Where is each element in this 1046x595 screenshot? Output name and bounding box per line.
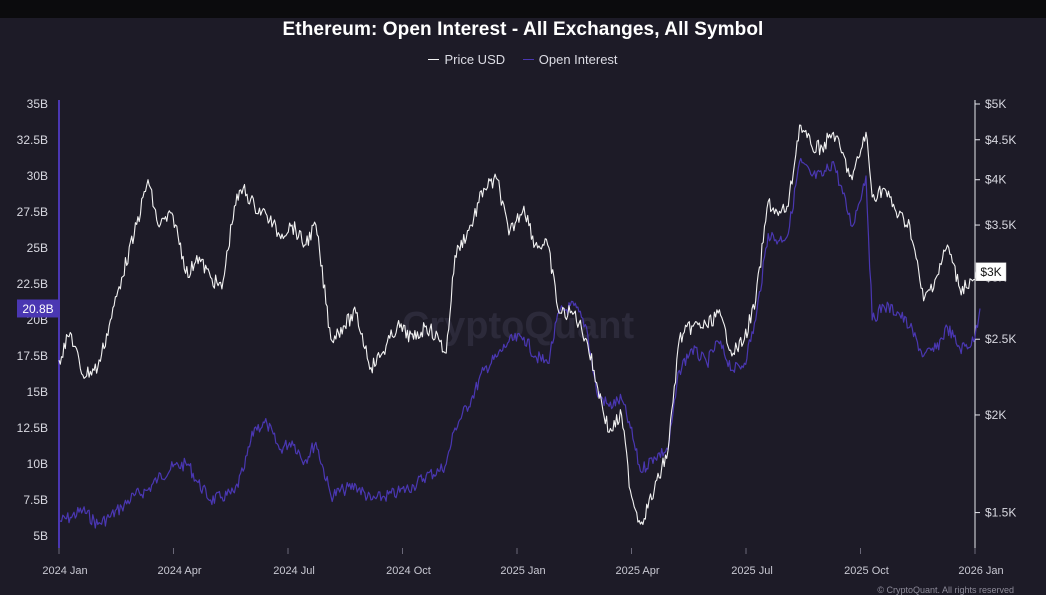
- left-axis-tick-label: 17.5B: [17, 349, 48, 363]
- right-axis-tick-label: $4K: [985, 173, 1006, 187]
- x-axis-tick-label: 2025 Jul: [731, 565, 773, 577]
- left-axis-tick-label: 12.5B: [17, 421, 48, 435]
- series-line-open-interest: [58, 157, 981, 529]
- right-axis-tick-label: $2K: [985, 408, 1006, 422]
- legend-item-open-interest[interactable]: Open Interest: [522, 52, 618, 67]
- left-axis-tick-label: 5B: [33, 529, 48, 543]
- price-current-label: $3K: [980, 265, 1001, 279]
- legend-item-price[interactable]: Price USD: [428, 52, 505, 67]
- right-axis-tick-label: $1.5K: [985, 506, 1016, 520]
- open-interest-current-label: 20.8B: [22, 302, 53, 316]
- left-axis-tick-label: 27.5B: [17, 205, 48, 219]
- series-line-price: [58, 124, 981, 526]
- x-axis-tick-label: 2025 Jan: [500, 565, 545, 577]
- chart-legend: Price USD Open Interest: [0, 52, 1046, 67]
- watermark: CryptoQuant: [402, 305, 635, 347]
- copyright-footer: © CryptoQuant. All rights reserved: [877, 585, 1014, 595]
- left-axis-tick-label: 30B: [27, 169, 48, 183]
- left-axis-tick-label: 32.5B: [17, 133, 48, 147]
- left-axis-tick-label: 7.5B: [23, 493, 48, 507]
- x-axis-tick-label: 2024 Jan: [42, 565, 87, 577]
- left-axis-tick-label: 15B: [27, 385, 48, 399]
- right-axis-tick-label: $5K: [985, 97, 1006, 111]
- x-axis-tick-label: 2025 Oct: [844, 565, 889, 577]
- open-interest-current-marker: [17, 299, 59, 318]
- x-axis-tick-label: 2024 Oct: [386, 565, 431, 577]
- x-axis-tick-label: 2025 Apr: [615, 565, 659, 577]
- x-axis-tick-label: 2024 Jul: [273, 565, 315, 577]
- x-axis-tick-label: 2024 Apr: [157, 565, 201, 577]
- left-axis-tick-label: 35B: [27, 97, 48, 111]
- chart-title: Ethereum: Open Interest - All Exchanges,…: [282, 19, 764, 40]
- right-axis-tick-label: $2.5K: [985, 332, 1016, 346]
- right-axis-tick-label: $3.5K: [985, 218, 1016, 232]
- legend-swatch-price: [428, 59, 440, 61]
- left-axis-tick-label: 10B: [27, 457, 48, 471]
- legend-label-price: Price USD: [444, 52, 506, 67]
- x-axis-tick-label: 2026 Jan: [958, 565, 1003, 577]
- legend-swatch-open-interest: [522, 59, 534, 61]
- left-axis-tick-label: 25B: [27, 241, 48, 255]
- legend-label-open-interest: Open Interest: [538, 52, 618, 67]
- price-current-marker: [975, 262, 1007, 281]
- right-axis-tick-label: $4.5K: [985, 133, 1016, 147]
- left-axis-tick-label: 22.5B: [17, 277, 48, 291]
